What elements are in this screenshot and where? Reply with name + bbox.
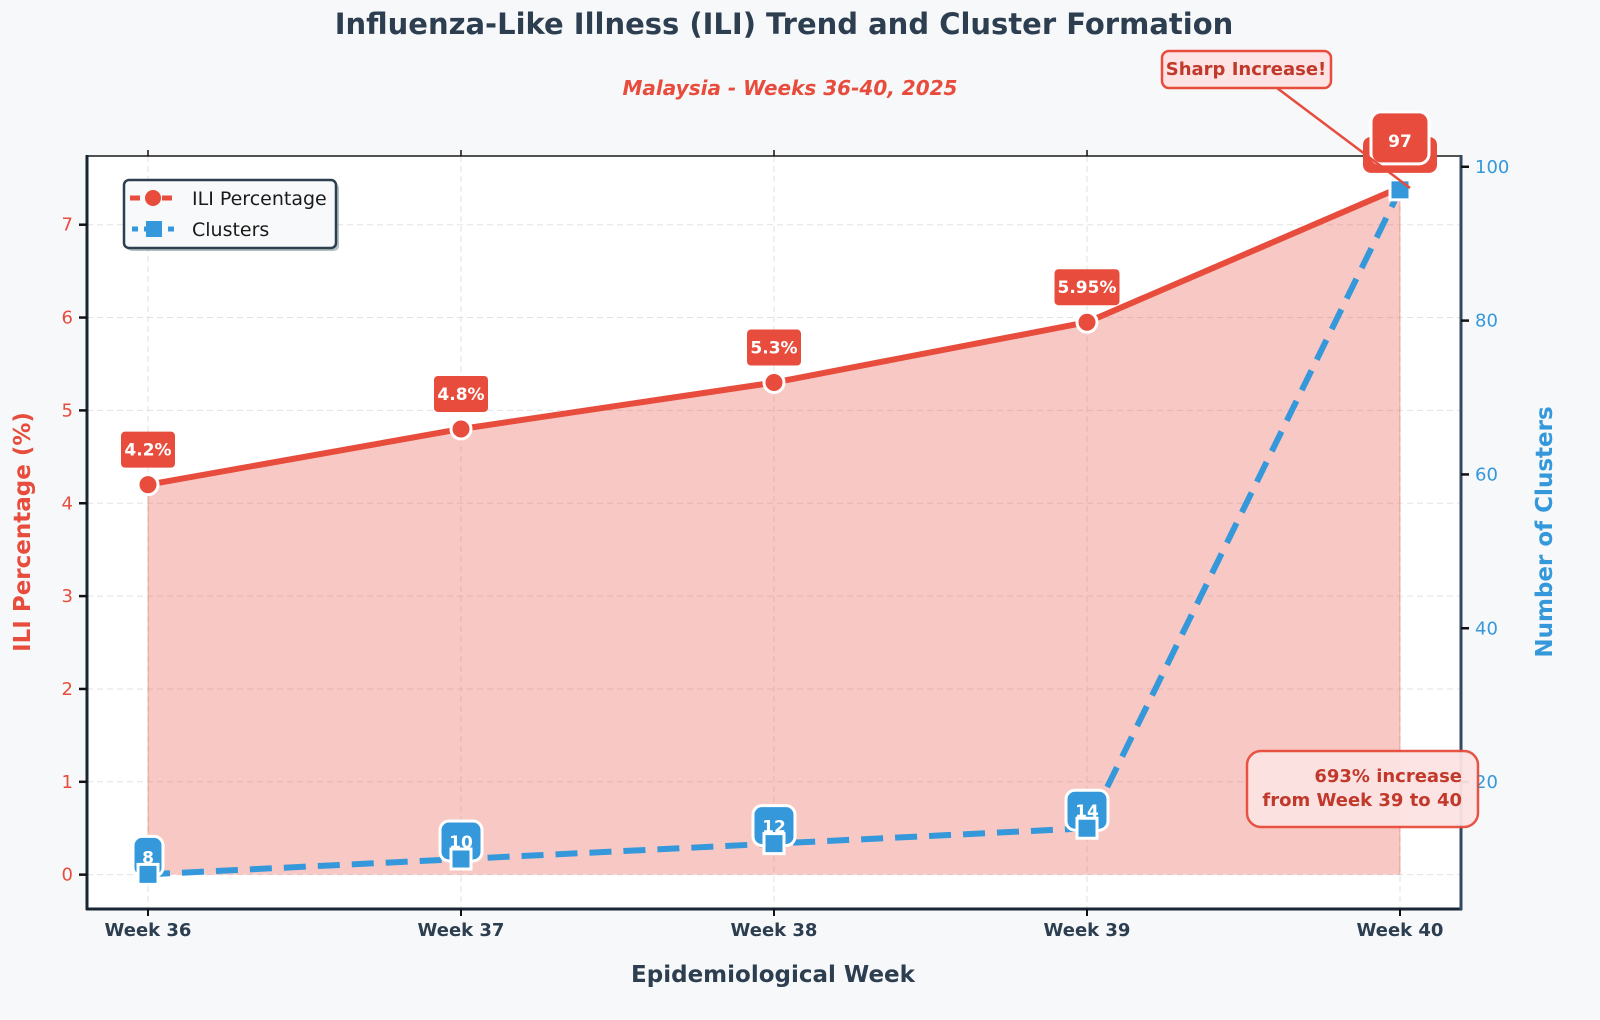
y-left-tick-label: 1 <box>62 772 73 793</box>
ili-point <box>1075 310 1099 334</box>
x-tick-label: Week 37 <box>418 920 505 941</box>
legend-box <box>122 178 338 250</box>
ili-point <box>762 371 786 395</box>
annotation-increase-box: 693% increase from Week 39 to 40 <box>1245 749 1480 829</box>
chart-title: Influenza-Like Illness (ILI) Trend and C… <box>335 7 1234 41</box>
x-tick-label: Week 38 <box>731 920 818 941</box>
legend-clusters-label: Clusters <box>192 219 269 241</box>
y-left-tick-label: 2 <box>62 679 73 700</box>
x-tick-label: Week 36 <box>105 920 192 941</box>
cluster-point <box>1075 816 1099 840</box>
ili-label-box <box>747 329 801 366</box>
annotation-box <box>1160 49 1333 90</box>
y-axis-left-label: ILI Percentage (%) <box>10 412 36 652</box>
y-right-tick-label: 60 <box>1475 464 1498 485</box>
annotation-text: Sharp Increase! <box>1166 59 1327 80</box>
ili-data-label: 4.2% <box>124 441 171 461</box>
cluster-point <box>136 862 160 886</box>
cluster-point <box>1388 178 1412 202</box>
grid <box>87 156 1461 909</box>
y-left-tick-label: 5 <box>62 400 73 421</box>
ili-data-label: 4.8% <box>437 385 484 405</box>
legend-ili-label: ILI Percentage <box>192 188 327 210</box>
chart-subtitle: Malaysia - Weeks 36-40, 2025 <box>623 76 958 100</box>
cluster-point <box>449 847 473 871</box>
annotation-sharp-increase: Sharp Increase! <box>1160 49 1411 189</box>
ili-label-box <box>121 431 175 468</box>
ili-data-label: 5.3% <box>750 339 797 359</box>
x-axis-label: Epidemiological Week <box>631 962 916 988</box>
axis-ticks: 0 1 2 3 4 5 6 7 20 40 60 80 100 Week 36 Week 37 Week 38… <box>62 150 1509 941</box>
y-left-tick-label: 6 <box>62 308 73 329</box>
cluster-point <box>762 832 786 856</box>
ili-label-box <box>1054 269 1120 306</box>
y-right-tick-label: 80 <box>1475 311 1498 332</box>
y-left-tick-label: 4 <box>62 493 73 514</box>
y-left-tick-label: 3 <box>62 586 73 607</box>
increase-text-line1: 693% increase <box>1314 766 1462 787</box>
y-left-tick-label: 0 <box>62 865 73 886</box>
legend-item-ili: ILI Percentage <box>130 188 327 210</box>
cluster-data-label: 97 <box>1388 132 1412 152</box>
legend-clusters-marker <box>146 221 162 237</box>
y-axis-right-label: Number of Clusters <box>1532 406 1558 657</box>
ili-label-box <box>434 375 488 412</box>
y-left-tick-label: 7 <box>62 215 73 236</box>
ili-point <box>449 417 473 441</box>
y-right-tick-label: 20 <box>1475 772 1498 793</box>
ili-point <box>136 473 160 497</box>
x-tick-label: Week 40 <box>1357 920 1444 941</box>
legend: ILI Percentage Clusters <box>122 178 339 251</box>
increase-box <box>1245 749 1480 829</box>
annotation-arrow <box>1276 87 1411 189</box>
x-tick-label: Week 39 <box>1044 920 1131 941</box>
y-right-tick-label: 40 <box>1475 618 1498 639</box>
increase-text-line2: from Week 39 to 40 <box>1262 790 1462 811</box>
legend-item-clusters: Clusters <box>132 219 269 241</box>
cluster-data-label: 8 <box>142 848 154 868</box>
cluster-label-box <box>1369 110 1431 166</box>
legend-ili-marker <box>145 190 161 206</box>
y-right-tick-label: 100 <box>1475 157 1509 178</box>
ili-area-fill <box>148 187 1400 875</box>
ili-data-label: 5.95% <box>1058 278 1117 298</box>
